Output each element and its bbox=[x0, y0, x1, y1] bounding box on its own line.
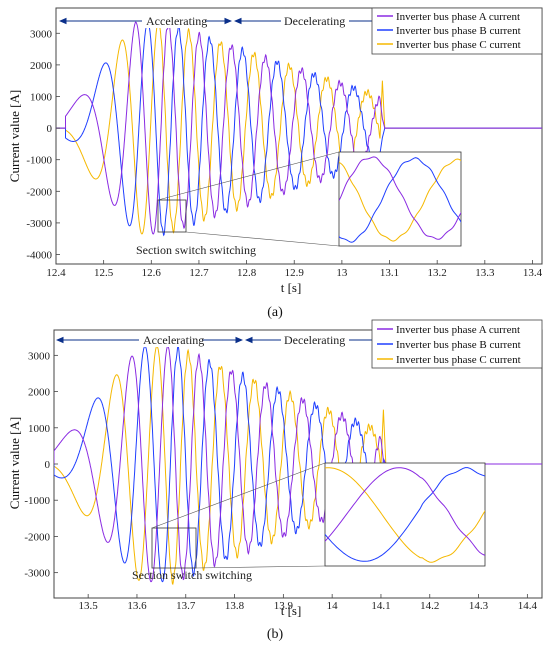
panel-b-x-tick-label: 13.8 bbox=[225, 600, 245, 612]
panel-b-accelerating-bg bbox=[139, 333, 202, 347]
panel-b-inset-series-phase-a bbox=[325, 467, 485, 556]
panel-b-legend: Inverter bus phase A current Inverter bu… bbox=[371, 319, 543, 369]
panel-a-y-tick-label: 0 bbox=[47, 123, 53, 135]
panel-a-decelerating-label: Decelerating bbox=[284, 14, 345, 28]
panel-b-x-axis-label: t [s] bbox=[281, 603, 302, 618]
panel-b-x-tick-label: 14 bbox=[327, 600, 339, 612]
panel-b-inset-series-phase-b bbox=[325, 467, 485, 562]
panel-a-y-axis-label: Current value [A] bbox=[7, 90, 22, 182]
panel-b-decelerating-bg bbox=[281, 333, 349, 347]
panel-a-x-tick-label: 13 bbox=[336, 267, 348, 279]
panel-b-accelerating-label: Accelerating bbox=[143, 333, 204, 347]
panel-b-x-tick-label: 14.4 bbox=[518, 600, 538, 612]
legend-a-label-phase-c: Inverter bus phase C current bbox=[396, 39, 521, 51]
panel-a-x-ticks: 12.4 12.5 12.6 12.7 12.8 12.9 13 13.1 13.2 13.3 13… bbox=[46, 260, 543, 279]
panel-b-x-tick-label: 14.3 bbox=[469, 600, 489, 612]
panel-a-series-phase-b bbox=[56, 21, 542, 237]
panel-a-inset bbox=[338, 151, 462, 247]
panel-b-inset-series-phase-c bbox=[325, 467, 485, 563]
panel-b-legend-box bbox=[371, 319, 543, 369]
panel-a-x-tick-label: 13.3 bbox=[475, 267, 495, 279]
panel-a-x-tick-label: 12.6 bbox=[142, 267, 162, 279]
panel-b-y-tick-label: 3000 bbox=[28, 350, 51, 362]
panel-a-x-tick-label: 12.7 bbox=[189, 267, 209, 279]
panel-a-x-tick-label: 13.4 bbox=[523, 267, 543, 279]
panel-b-inset bbox=[324, 462, 486, 567]
legend-b-label-phase-a: Inverter bus phase A current bbox=[396, 324, 520, 336]
panel-b-zoom-box bbox=[151, 527, 197, 569]
panel-b-x-tick-label: 14.2 bbox=[420, 600, 439, 612]
panel-a-y-tick-label: 3000 bbox=[30, 28, 53, 40]
panel-b-y-tick-label: 1000 bbox=[28, 423, 51, 435]
panel-a-accelerating-bg bbox=[142, 14, 205, 28]
panel-b-decelerating-label: Decelerating bbox=[284, 333, 345, 347]
panel-a-y-tick-label: -2000 bbox=[26, 186, 52, 198]
panel-b-series-phase-c bbox=[54, 345, 542, 586]
panel-a-inset-series-group bbox=[339, 156, 461, 243]
panel-a-y-tick-label: 1000 bbox=[30, 91, 53, 103]
panel-a-accelerating-label: Accelerating bbox=[146, 14, 207, 28]
panel-a-inset-series-phase-c bbox=[339, 158, 461, 242]
panel-a-y-tick-label: -4000 bbox=[26, 250, 52, 262]
panel-b-inset-series-group bbox=[325, 467, 485, 563]
panel-a-legend: Inverter bus phase A current Inverter bu… bbox=[371, 7, 543, 55]
legend-a-label-phase-a: Inverter bus phase A current bbox=[396, 11, 520, 23]
panel-a-zoom-box bbox=[157, 199, 187, 233]
panel-a-series-group bbox=[56, 21, 542, 237]
panel-b-label: (b) bbox=[267, 627, 284, 642]
panel-b-inset-frame bbox=[324, 462, 486, 567]
panel-a-zoom-line-bottom bbox=[185, 231, 340, 247]
panel-a-y-tick-label: -1000 bbox=[26, 155, 52, 167]
panel-a-y-tick-label: 2000 bbox=[30, 60, 53, 72]
panel-b-y-tick-label: 2000 bbox=[28, 387, 51, 399]
panel-a-x-tick-label: 13.2 bbox=[428, 267, 447, 279]
panel-a-y-tick-label: -3000 bbox=[26, 218, 52, 230]
panel-a-plot bbox=[56, 21, 542, 237]
panel-a-series-phase-c bbox=[56, 21, 542, 235]
panel-a-y-ticks: -4000 -3000 -2000 -1000 0 1000 2000 3000 bbox=[26, 28, 60, 262]
panel-a-x-tick-label: 12.5 bbox=[94, 267, 114, 279]
panel-b-y-tick-label: 0 bbox=[45, 459, 51, 471]
panel-b-y-tick-label: -3000 bbox=[24, 568, 50, 580]
panel-b-y-tick-label: -2000 bbox=[24, 531, 50, 543]
panel-a-x-tick-label: 12.9 bbox=[285, 267, 305, 279]
panel-a-x-tick-label: 13.1 bbox=[380, 267, 399, 279]
panel-a-series-phase-a bbox=[56, 21, 542, 235]
panel-a-zoom-line-top bbox=[157, 151, 340, 201]
panel-b-y-axis-label: Current value [A] bbox=[7, 417, 22, 509]
panel-b: 13.5 13.6 13.7 13.8 13.9 14 14.1 14.2 14.3 14.4 -… bbox=[7, 319, 543, 642]
panel-a-switch-label: Section switch switching bbox=[136, 243, 256, 257]
panel-b-y-ticks: -3000 -2000 -1000 0 1000 2000 3000 bbox=[24, 350, 58, 580]
panel-b-x-tick-label: 13.6 bbox=[127, 600, 147, 612]
panel-b-x-tick-label: 14.1 bbox=[371, 600, 390, 612]
panel-a-inset-series-phase-b bbox=[339, 157, 461, 243]
panel-b-x-ticks: 13.5 13.6 13.7 13.8 13.9 14 14.1 14.2 14.3 14.4 bbox=[79, 594, 538, 612]
panel-b-x-tick-label: 13.5 bbox=[79, 600, 99, 612]
panel-a-x-tick-label: 12.8 bbox=[237, 267, 257, 279]
panel-b-switch-label: Section switch switching bbox=[132, 568, 252, 582]
panel-b-zoom-line-top bbox=[151, 462, 326, 529]
legend-b-label-phase-b: Inverter bus phase B current bbox=[396, 339, 521, 351]
panel-b-x-tick-label: 13.7 bbox=[176, 600, 196, 612]
panel-b-x-tick-label: 13.9 bbox=[274, 600, 294, 612]
legend-a-label-phase-b: Inverter bus phase B current bbox=[396, 25, 521, 37]
legend-b-label-phase-c: Inverter bus phase C current bbox=[396, 354, 521, 366]
panel-b-y-tick-label: -1000 bbox=[24, 495, 50, 507]
panel-a-legend-box bbox=[371, 7, 543, 55]
panel-a-inset-series-phase-a bbox=[339, 156, 461, 240]
panel-a-x-axis-label: t [s] bbox=[281, 280, 302, 295]
panel-a-x-tick-label: 12.4 bbox=[46, 267, 66, 279]
panel-a-decelerating-bg bbox=[281, 14, 349, 28]
panel-a-label: (a) bbox=[267, 305, 283, 320]
panel-a: 12.4 12.5 12.6 12.7 12.8 12.9 13 13.1 13.2 13.3 13… bbox=[7, 7, 543, 320]
panel-b-zoom-line-bottom bbox=[195, 565, 326, 569]
